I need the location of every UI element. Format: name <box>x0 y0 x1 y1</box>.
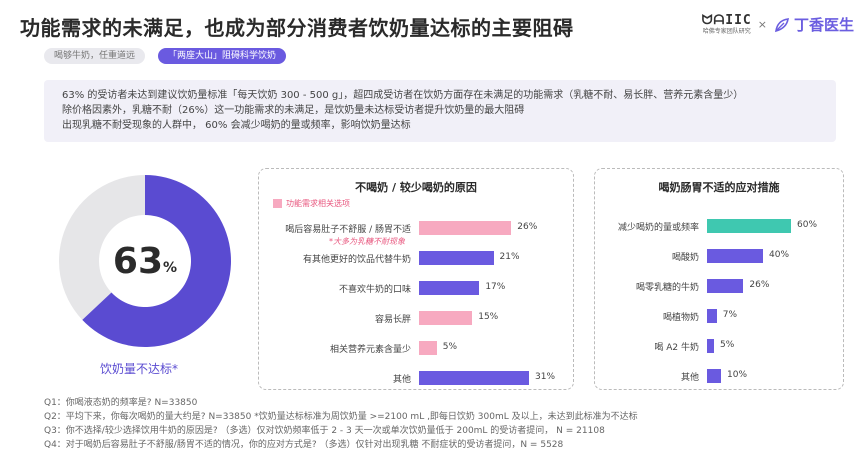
donut-chart: 63 % <box>56 172 234 350</box>
footnote-q1: Q1：你喝液态奶的频率是? N=33850 <box>44 398 198 408</box>
cbndata-logo-sub: 哈佛专家团队研究 <box>702 28 751 35</box>
summary-box: 63% 的受访者未达到建议饮奶量标准「每天饮奶 300 - 500 g」，超四成… <box>44 80 836 142</box>
bar <box>707 339 714 353</box>
reasons-panel: 不喝奶 / 较少喝奶的原因 功能需求相关选项 喝后容易肚子不舒服 / 肠胃不适 2… <box>258 168 574 390</box>
donut-main-slice <box>82 175 231 347</box>
bar-label: 不喜欢牛奶的口味 <box>338 285 411 295</box>
dxy-logo-text: 丁香医生 <box>793 16 854 34</box>
bar-value-label: 21% <box>499 252 520 262</box>
brand-area: ᗢᗩIIC 哈佛专家团队研究 × 丁香医生 <box>702 14 854 35</box>
bar <box>419 341 437 355</box>
footnote-q3: Q3：你不选择/较少选择饮用牛奶的原因是? （多选）仅对饮奶频率低于 2 - 3… <box>44 426 605 436</box>
cbndata-logo-text: ᗢᗩIIC <box>701 13 752 28</box>
bar <box>419 311 473 325</box>
bar <box>707 309 717 323</box>
footnote-q2: Q2：平均下来，你每次喝奶的量大约是? N=33850 *饮奶量达标标准为周饮奶… <box>44 412 638 422</box>
bar <box>707 219 791 233</box>
bar-value-label: 40% <box>769 250 790 260</box>
bar-value-label: 5% <box>442 342 458 352</box>
bar <box>419 281 480 295</box>
donut-svg <box>59 175 231 347</box>
bar-value-label: 26% <box>749 280 770 290</box>
donut-value: 63 <box>112 240 164 282</box>
bar-value-label: 10% <box>727 370 748 380</box>
bar-label: 有其他更好的饮品代替牛奶 <box>302 255 411 265</box>
bar <box>419 371 529 385</box>
donut-percent-sign: % <box>163 260 178 276</box>
bar-value-label: 15% <box>478 312 499 322</box>
bar-label: 其他 <box>680 373 699 383</box>
bar <box>419 221 512 235</box>
bar-label: 喝植物奶 <box>662 313 699 323</box>
reasons-title: 不喝奶 / 较少喝奶的原因 <box>355 181 477 194</box>
bar-label: 容易长胖 <box>374 315 411 325</box>
bar <box>419 251 494 265</box>
bar <box>707 279 744 293</box>
bar-value-label: 26% <box>517 222 538 232</box>
bar-annotation: *大多为乳糖不耐现象 <box>329 237 405 246</box>
bar-label: 喝零乳糖的牛奶 <box>635 283 699 293</box>
coping-panel: 喝奶肠胃不适的应对措施 减少喝奶的量或频率 60% 喝酸奶 40% 喝零乳糖的牛奶 26%… <box>594 168 844 390</box>
bar <box>707 249 763 263</box>
footnotes: Q1：你喝液态奶的频率是? N=33850 Q2：平均下来，你每次喝奶的量大约是… <box>44 396 638 452</box>
dxy-leaf-icon <box>775 17 789 32</box>
bar-value-label: 5% <box>720 340 735 350</box>
bar-label: 喝后容易肚子不舒服 / 肠胃不适 <box>285 225 411 235</box>
tag-milk-goal: 喝够牛奶，任重道远 <box>44 48 146 64</box>
footnote-q4: Q4：对于喝奶后容易肚子不舒服/肠胃不适的情况，你的应对方式是? （多选）仅针对… <box>44 440 564 450</box>
cbndata-logo: ᗢᗩIIC 哈佛专家团队研究 <box>702 14 752 35</box>
bar-value-label: 60% <box>797 220 818 230</box>
bar <box>707 369 721 383</box>
tag-two-obstacles: 「两座大山」阻碍科学饮奶 <box>158 48 287 64</box>
donut-label: 饮奶量不达标* <box>100 362 179 376</box>
bar-label: 喝酸奶 <box>671 253 699 263</box>
bar-value-label: 7% <box>722 310 738 320</box>
bar-label: 喝 A2 牛奶 <box>654 343 699 353</box>
summary-line-2: 除价格因素外，乳糖不耐（26%）这一功能需求的未满足，是饮奶量未达标受访者提升饮… <box>62 105 525 116</box>
reasons-legend: 功能需求相关选项 <box>273 198 350 209</box>
bar-label: 相关营养元素含量少 <box>329 345 411 355</box>
bar-value-label: 17% <box>485 282 506 292</box>
summary-line-1: 63% 的受访者未达到建议饮奶量标准「每天饮奶 300 - 500 g」，超四成… <box>62 90 744 101</box>
dxy-logo: 丁香医生 <box>773 14 854 35</box>
page-title: 功能需求的未满足，也成为部分消费者饮奶量达标的主要阻碍 <box>20 16 574 40</box>
donut-center: 63 % <box>56 172 234 350</box>
donut-remainder-slice <box>59 175 145 320</box>
bar-label: 其他 <box>392 375 411 385</box>
legend-swatch <box>273 199 282 208</box>
bar-label: 减少喝奶的量或频率 <box>617 223 699 233</box>
summary-line-3: 出现乳糖不耐受现象的人群中， 60% 会减少喝奶的量或频率，影响饮奶量达标 <box>62 120 411 131</box>
brand-separator: × <box>757 18 767 31</box>
legend-text: 功能需求相关选项 <box>286 199 350 208</box>
bar-value-label: 31% <box>535 372 556 382</box>
coping-title: 喝奶肠胃不适的应对措施 <box>658 181 780 194</box>
